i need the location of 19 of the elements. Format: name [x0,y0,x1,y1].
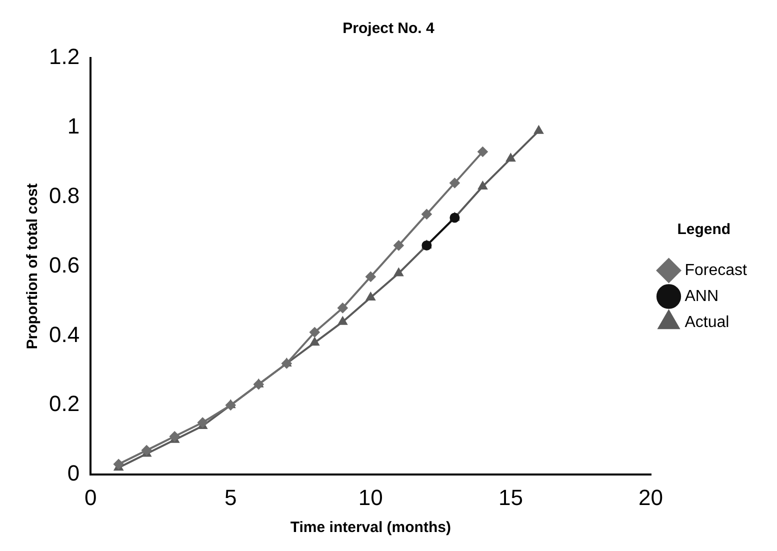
y-tick-label: 0.4 [48,322,80,347]
chart-title: Project No. 4 [342,20,435,38]
y-tick-label: 0.6 [48,252,80,278]
x-axis-title: Time interval (months) [290,519,451,536]
x-tick-label: 10 [358,484,383,510]
legend-label: ANN [684,288,719,305]
x-tick-label: 5 [224,484,237,510]
y-tick-label: 0.2 [48,391,80,416]
y-tick-label: 1 [67,113,80,138]
legend-label: Actual [684,314,730,331]
y-tick-label: 0.8 [48,182,80,208]
y-tick-label: 1.2 [48,44,80,70]
legend-title: Legend [677,221,731,238]
x-tick-label: 20 [638,484,663,510]
x-tick-label: 15 [498,484,523,510]
x-tick-label: 0 [84,484,97,510]
legend-label: Forecast [684,262,748,279]
y-axis-title: Proportion of total cost [24,183,42,350]
y-tick-label: 0 [67,460,80,486]
